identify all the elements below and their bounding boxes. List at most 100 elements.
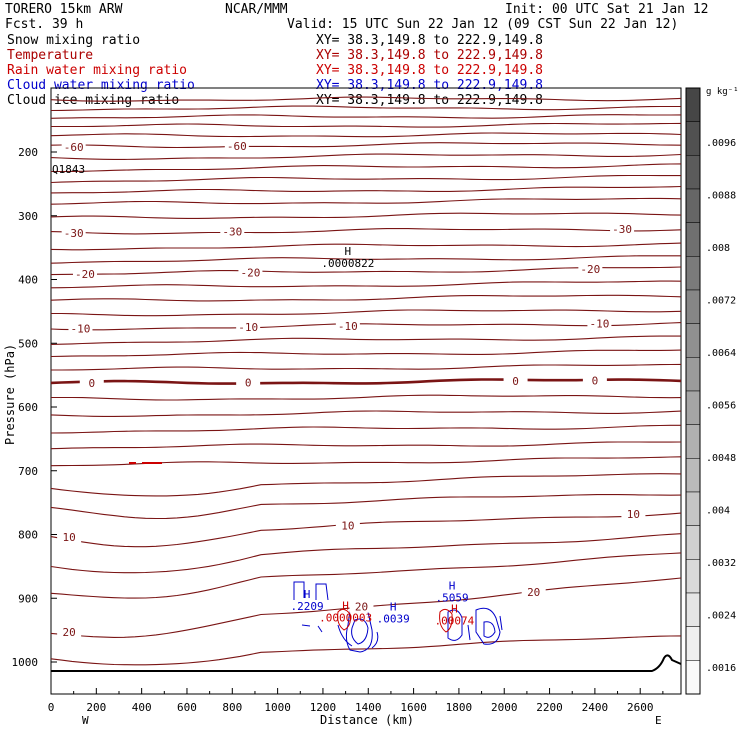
field-name-rain: Rain water mixing ratio xyxy=(7,63,187,78)
y-tick-label: 300 xyxy=(18,210,38,223)
cloud-water-contour xyxy=(447,609,463,641)
plot-frame xyxy=(50,87,682,695)
init-time: Init: 00 UTC Sat 21 Jan 12 xyxy=(505,2,709,17)
isotherm-line xyxy=(51,309,682,317)
isotherm-line xyxy=(50,242,682,251)
isotherm-line xyxy=(51,363,682,371)
field-xy-rain: XY= 38.3,149.8 to 222.9,149.8 xyxy=(316,63,543,78)
isotherm-line xyxy=(50,349,682,358)
x-axis: 0 200 400 600 800 1000 1200 1400 1600 1800 2000 220… xyxy=(48,688,664,714)
isotherm-line xyxy=(50,473,682,497)
x-tick-label: 800 xyxy=(222,701,242,714)
contour-label: -10 xyxy=(589,318,609,331)
isotherm-line xyxy=(50,512,682,548)
contour-label-bg xyxy=(587,317,612,330)
contour-label: -20 xyxy=(580,263,600,276)
extremum-marker: H xyxy=(304,588,311,601)
contour-label: 20 xyxy=(355,601,368,614)
extremum-value: .2209 xyxy=(291,600,324,613)
extremum-value: .0000822 xyxy=(321,257,374,270)
field-name-snow: Snow mixing ratio xyxy=(7,33,140,48)
y-axis-title: Pressure (hPa) xyxy=(3,344,17,445)
field-xy-cloud-ice: XY= 38.3,149.8 to 222.9,149.8 xyxy=(316,93,543,108)
temperature-contours xyxy=(50,96,682,666)
contour-label-bg xyxy=(335,519,360,532)
x-tick-label: 1000 xyxy=(264,701,291,714)
isotherm-line xyxy=(50,255,681,264)
isotherm-line xyxy=(50,174,681,184)
isotherm-line xyxy=(50,185,682,194)
contour-label: -20 xyxy=(75,268,95,281)
extremum-marker: H xyxy=(451,602,458,615)
field-xy-snow: XY= 38.3,149.8 to 222.9,149.8 xyxy=(316,33,543,48)
contour-label: -10 xyxy=(71,322,91,335)
contour-label-bg xyxy=(521,585,546,598)
x-tick-label: 1800 xyxy=(446,701,473,714)
colorbar-segment xyxy=(685,592,701,627)
isotherm-line xyxy=(51,394,682,401)
x-tick-label: 2000 xyxy=(491,701,518,714)
y-tick-label: 600 xyxy=(18,401,38,414)
colorbar-tick-label: .0096 xyxy=(706,138,736,149)
colorbar-tick-label: .0056 xyxy=(706,401,736,412)
y-axis: 200 300 400 500 600 700 800 900 1000 xyxy=(12,146,57,669)
colorbar-tick-label: .0024 xyxy=(706,611,736,622)
station-label: Q1843 xyxy=(52,163,85,176)
extremum-marker: H xyxy=(342,599,349,612)
contour-label-bg xyxy=(238,266,263,279)
y-tick-label: 900 xyxy=(18,592,38,605)
field-xy-temperature: XY= 38.3,149.8 to 222.9,149.8 xyxy=(316,48,543,63)
rain-water-contour xyxy=(337,608,351,631)
isotherm-line xyxy=(50,410,682,417)
colorbar-tick-label: .004 xyxy=(706,506,730,517)
colorbar-tick-label: .0072 xyxy=(706,296,736,307)
colorbar-segment xyxy=(685,626,701,661)
extremum-value: .0039 xyxy=(377,613,410,626)
colorbar-tick-label: .0064 xyxy=(706,348,736,359)
isotherm-line xyxy=(50,441,682,450)
field-xy-cloud-water: XY= 38.3,149.8 to 222.9,149.8 xyxy=(316,78,543,93)
colorbar-tick-label: .0048 xyxy=(706,453,736,464)
contour-label-bg xyxy=(236,320,261,333)
contour-label: -60 xyxy=(64,141,84,154)
isotherm-line xyxy=(50,322,682,331)
field-name-temperature: Temperature xyxy=(7,48,93,63)
contour-label-bg xyxy=(610,222,635,235)
isotherm-line xyxy=(50,105,681,112)
contour-label-bg xyxy=(582,374,607,387)
colorbar-segment xyxy=(685,87,701,122)
cloud-water-contour xyxy=(301,624,323,633)
x-tick-label: 1600 xyxy=(400,701,427,714)
model-title: TORERO 15km ARW xyxy=(5,2,123,17)
terrain-line xyxy=(51,654,682,672)
rain-water-contour xyxy=(439,608,453,633)
isotherm-line xyxy=(50,533,682,574)
cloud-contours xyxy=(293,581,503,653)
x-tick-label: 600 xyxy=(177,701,197,714)
x-tick-label: 200 xyxy=(86,701,106,714)
isotherm-line xyxy=(50,142,682,149)
isotherm-line xyxy=(50,424,681,434)
cloud-water-contour xyxy=(475,607,501,645)
colorbar-segment xyxy=(685,491,701,526)
contour-label: 0 xyxy=(88,377,95,390)
x-end-label-west: W xyxy=(82,714,89,727)
extremum-value: .00074 xyxy=(435,614,475,627)
y-tick-label: 1000 xyxy=(12,656,39,669)
colorbar-segment xyxy=(685,424,701,459)
contour-label: -60 xyxy=(227,140,247,153)
y-tick-label: 800 xyxy=(18,529,38,542)
contour-label: 10 xyxy=(627,508,640,521)
isotherm-line xyxy=(50,494,682,520)
cloud-water-contour xyxy=(337,624,379,649)
colorbar-segment xyxy=(685,222,701,257)
contour-label: -30 xyxy=(64,227,84,240)
colorbar-tick-label: .0032 xyxy=(706,558,736,569)
colorbar-segment xyxy=(685,155,701,190)
contour-label-bg xyxy=(224,139,249,152)
isotherm-line xyxy=(50,378,682,385)
isotherm-line xyxy=(50,212,682,219)
isotherm-line xyxy=(50,228,682,235)
x-tick-label: 1200 xyxy=(310,701,337,714)
field-name-cloud-water: Cloud water mixing ratio xyxy=(7,78,195,93)
